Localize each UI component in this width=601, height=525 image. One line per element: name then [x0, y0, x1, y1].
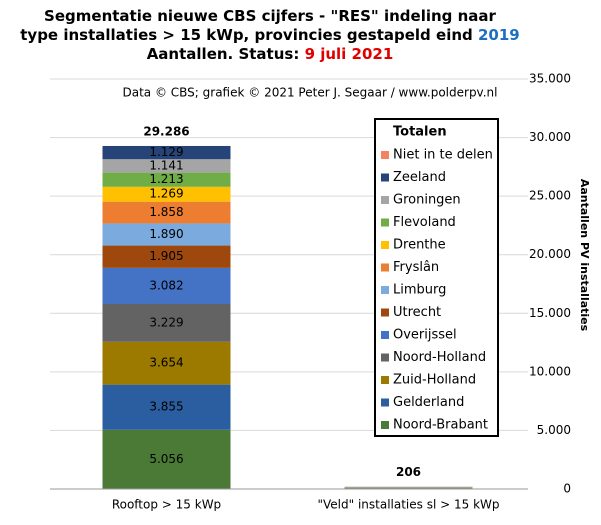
legend-label: Drenthe — [393, 238, 446, 253]
y-tick-label: 10.000 — [529, 364, 571, 378]
subtitle: Data © CBS; grafiek © 2021 Peter J. Sega… — [123, 86, 498, 100]
legend-label: Fryslân — [393, 260, 439, 275]
legend-swatch — [381, 354, 389, 362]
title-part: type installaties > 15 kWp, provincies g… — [20, 26, 478, 44]
legend-swatch — [381, 264, 389, 272]
y-axis-label: Aantallen PV installaties — [578, 179, 591, 332]
value-label: 1.141 — [149, 158, 183, 172]
value-label: 1.269 — [149, 187, 183, 201]
value-label: 3.229 — [149, 315, 183, 329]
x-tick-label: Rooftop > 15 kWp — [112, 498, 221, 512]
y-tick-label: 25.000 — [529, 189, 571, 203]
legend-swatch — [381, 151, 389, 159]
legend-label: Noord-Brabant — [393, 418, 488, 433]
legend-swatch — [381, 174, 389, 182]
legend-swatch — [381, 241, 389, 249]
chart-title: type installaties > 15 kWp, provincies g… — [20, 26, 519, 44]
chart-title: Segmentatie nieuwe CBS cijfers - "RES" i… — [44, 7, 496, 25]
value-label: 3.654 — [149, 356, 183, 370]
y-tick-label: 35.000 — [529, 72, 571, 86]
legend-swatch — [381, 196, 389, 204]
legend-label: Limburg — [393, 283, 446, 298]
legend-label: Groningen — [393, 193, 461, 208]
legend-swatch — [381, 219, 389, 227]
legend-label: Noord-Holland — [393, 350, 486, 365]
y-tick-label: 30.000 — [529, 130, 571, 144]
legend-swatch — [381, 331, 389, 339]
value-label: 5.056 — [149, 452, 183, 466]
value-label: 3.082 — [149, 278, 183, 292]
legend-label: Utrecht — [393, 305, 441, 320]
y-tick-label: 20.000 — [529, 247, 571, 261]
legend-label: Zuid-Holland — [393, 373, 476, 388]
total-label: 206 — [396, 465, 421, 479]
title-part: 2019 — [478, 26, 520, 44]
title-part: Aantallen. Status: — [147, 45, 305, 63]
legend-label: Zeeland — [393, 170, 446, 185]
legend-label: Gelderland — [393, 395, 464, 410]
legend-label: Overijssel — [393, 328, 457, 343]
legend-swatch — [381, 286, 389, 294]
value-label: 1.213 — [149, 172, 183, 186]
y-tick-label: 15.000 — [529, 306, 571, 320]
y-tick-label: 0 — [563, 482, 571, 496]
legend-swatch — [381, 376, 389, 384]
legend-swatch — [381, 309, 389, 317]
legend-swatch — [381, 421, 389, 429]
value-label: 1.905 — [149, 249, 183, 263]
legend-label: Niet in te delen — [393, 148, 493, 163]
value-label: 1.890 — [149, 227, 183, 241]
y-tick-label: 5.000 — [537, 423, 571, 437]
total-label: 29.286 — [143, 124, 189, 138]
legend-swatch — [381, 399, 389, 407]
chart-title: Aantallen. Status: 9 juli 2021 — [147, 45, 394, 63]
legend-title: Totalen — [393, 125, 447, 140]
title-part: Segmentatie nieuwe CBS cijfers - "RES" i… — [44, 7, 496, 25]
legend-label: Flevoland — [393, 215, 456, 230]
x-tick-label: "Veld" installaties sl > 15 kWp — [317, 498, 499, 512]
title-part: 9 juli 2021 — [305, 45, 394, 63]
value-label: 1.129 — [149, 145, 183, 159]
legend-box — [375, 119, 498, 436]
value-label: 3.855 — [149, 400, 183, 414]
value-label: 1.858 — [149, 205, 183, 219]
